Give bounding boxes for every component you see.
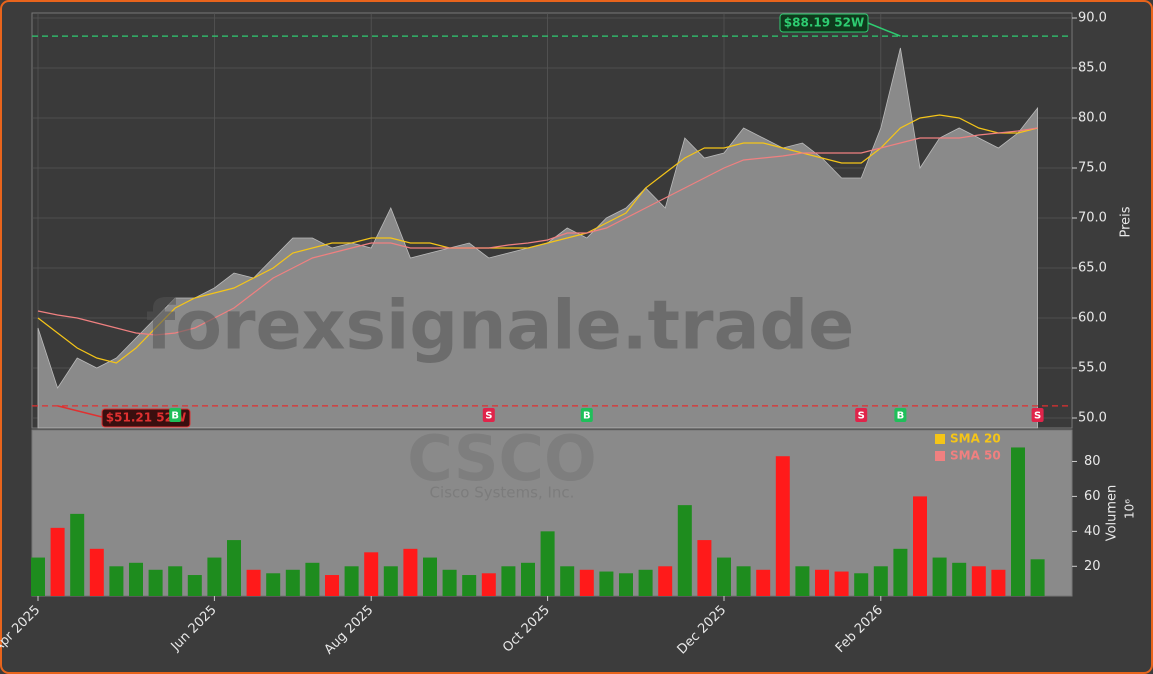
annotation-label: $51.21 52W — [106, 411, 186, 425]
volume-bar — [834, 571, 849, 596]
volume-bar — [873, 566, 888, 596]
signal-label: B — [171, 411, 179, 422]
signal-badge — [1031, 408, 1044, 422]
legend-label: SMA 20 — [950, 432, 1001, 446]
volume-bar — [305, 562, 320, 596]
volume-bar — [403, 548, 418, 596]
volume-bar — [325, 575, 339, 596]
signal-badge — [894, 408, 907, 422]
volume-bar — [70, 513, 85, 596]
volume-bar — [952, 562, 967, 596]
annotation-label: $88.19 52W — [784, 16, 864, 30]
volume-bar — [207, 557, 222, 596]
y-axis-label: Preis — [1119, 206, 1134, 237]
annotation-arrow — [57, 405, 107, 419]
volume-bar — [423, 557, 437, 596]
signal-badge — [169, 408, 182, 422]
sma-line — [37, 114, 1038, 364]
volume-bar — [599, 571, 614, 596]
volume-bar — [246, 569, 261, 596]
sma-line — [37, 127, 1038, 336]
signal-badge — [580, 408, 593, 422]
annotation-box — [101, 408, 191, 428]
volume-bar — [344, 566, 359, 596]
volume-bar — [285, 569, 300, 596]
volume-tick-label: 60 — [1084, 489, 1101, 504]
volume-bar — [1030, 559, 1045, 596]
annotation-arrow — [867, 22, 901, 37]
volume-bar — [129, 562, 143, 596]
volume-bar — [971, 566, 986, 596]
volume-bar — [854, 573, 869, 596]
legend-label: SMA 50 — [950, 449, 1001, 463]
signal-label: S — [858, 411, 865, 422]
ticker-watermark: CSCO — [407, 422, 597, 495]
volume-bar — [638, 569, 653, 596]
volume-bar — [481, 573, 496, 596]
company-watermark: Cisco Systems, Inc. — [430, 484, 575, 502]
volume-bar — [168, 566, 183, 596]
legend-swatch — [935, 434, 945, 444]
volume-bar — [442, 569, 457, 596]
legend-swatch — [935, 451, 945, 461]
y-tick-label: 75.0 — [1078, 161, 1107, 176]
volume-bar — [913, 496, 927, 596]
watermark: forexsignale.trade — [146, 287, 855, 366]
volume-bar — [50, 527, 65, 596]
annotation-box — [779, 13, 869, 33]
volume-bar — [521, 562, 535, 596]
y-tick-label: 60.0 — [1078, 311, 1107, 326]
y-tick-label: 80.0 — [1078, 111, 1107, 126]
volume-tick-label: 20 — [1084, 559, 1101, 574]
volume-bar — [736, 566, 751, 596]
signal-label: S — [485, 411, 492, 422]
volume-bar — [1011, 447, 1025, 596]
volume-bar — [540, 531, 555, 596]
y-tick-label: 85.0 — [1078, 61, 1107, 76]
volume-bar — [658, 566, 673, 596]
volume-bar — [187, 575, 202, 596]
signal-badge — [482, 408, 495, 422]
y-tick-label: 50.0 — [1078, 411, 1107, 426]
volume-bar — [717, 557, 731, 596]
signal-label: B — [897, 411, 905, 422]
volume-bar — [383, 566, 398, 596]
volume-bar — [109, 566, 124, 596]
y-tick-label: 90.0 — [1078, 11, 1107, 26]
volume-unit: 10⁶ — [1123, 499, 1137, 519]
y-tick-label: 55.0 — [1078, 361, 1107, 376]
y-tick-label: 70.0 — [1078, 211, 1107, 226]
volume-tick-label: 40 — [1084, 524, 1101, 539]
volume-bar — [795, 566, 810, 596]
volume-bar — [932, 557, 947, 596]
signal-label: S — [1034, 411, 1041, 422]
volume-bar — [501, 566, 516, 596]
volume-bar — [560, 566, 575, 596]
volume-bar — [775, 456, 790, 596]
volume-bar — [89, 548, 104, 596]
y-tick-label: 65.0 — [1078, 261, 1107, 276]
volume-bar — [462, 575, 477, 596]
signal-badge — [855, 408, 868, 422]
volume-bar — [227, 540, 241, 596]
volume-bar — [364, 552, 379, 596]
volume-bar — [893, 548, 908, 596]
volume-axis-label: Volumen — [1105, 485, 1120, 542]
volume-bar — [677, 505, 692, 596]
volume-bar — [266, 573, 281, 596]
volume-bar — [31, 557, 45, 596]
volume-bar — [697, 540, 712, 596]
volume-bar — [815, 569, 829, 596]
signal-label: B — [583, 411, 591, 422]
volume-bar — [991, 569, 1006, 596]
volume-bar — [756, 569, 771, 596]
volume-tick-label: 80 — [1084, 454, 1101, 469]
volume-bar — [619, 573, 633, 596]
volume-bar — [579, 569, 594, 596]
volume-bar — [148, 569, 163, 596]
